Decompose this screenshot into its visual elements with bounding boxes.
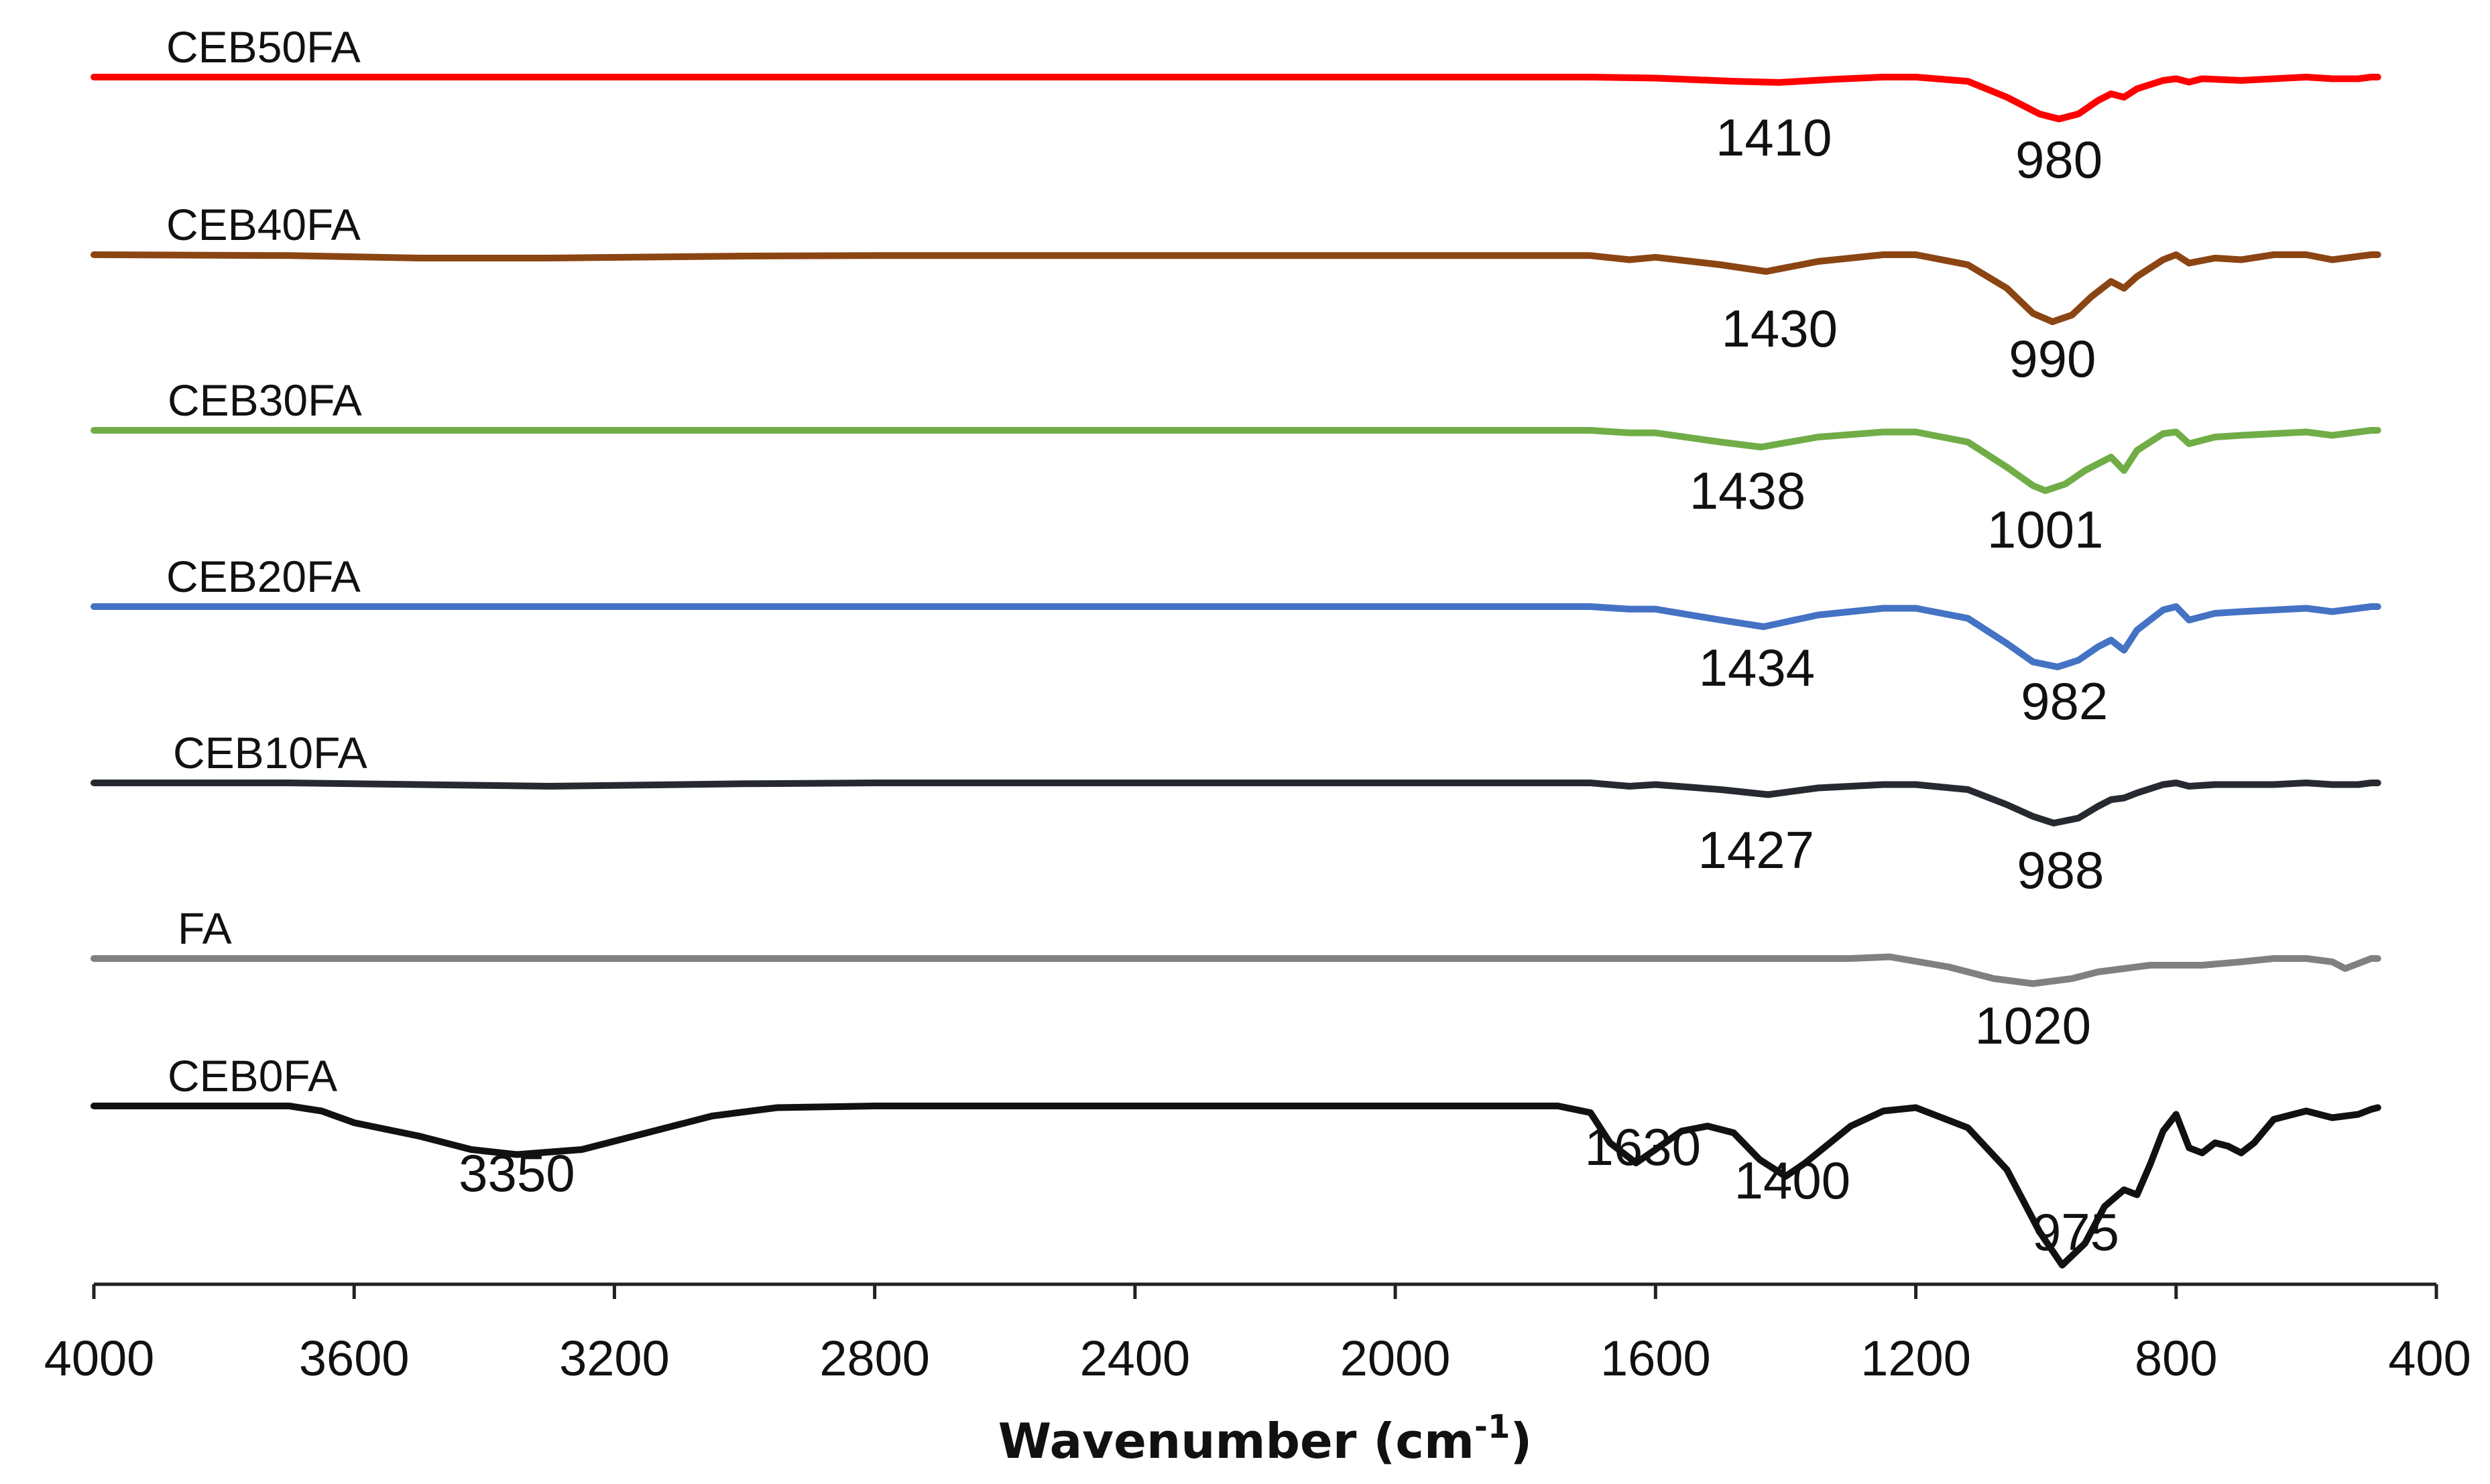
peak-label: 980: [2015, 130, 2102, 189]
peak-label: 988: [2017, 841, 2104, 900]
series-label-ceb50fa: CEB50FA: [166, 22, 361, 72]
series-traces: [91, 74, 2381, 1269]
series-label-ceb10fa: CEB10FA: [173, 728, 367, 778]
series-labels: CEB50FA CEB40FA CEB30FA CEB20FA CEB10FA FA CEB…: [166, 22, 367, 1101]
series-line-ceb20fa: [91, 603, 2381, 670]
series-label-ceb30fa: CEB30FA: [168, 375, 362, 425]
x-tick-label: 4000: [44, 1331, 155, 1386]
x-axis-ticks: 4000 3600 3200 2800 2400 2000 1600 1200 800 400: [44, 1284, 2471, 1386]
peak-label: 1020: [1974, 996, 2091, 1055]
peak-label: 1430: [1722, 299, 1838, 358]
series-label-fa: FA: [178, 904, 232, 953]
series-line-ceb50fa: [91, 74, 2381, 123]
peak-label: 3350: [459, 1143, 575, 1202]
peak-label: 1400: [1734, 1151, 1851, 1210]
peak-label: 1001: [1987, 500, 2104, 559]
series-label-ceb20fa: CEB20FA: [166, 552, 361, 601]
series-label-ceb40fa: CEB40FA: [166, 200, 361, 249]
x-axis-label-superscript: -1: [1474, 1408, 1510, 1446]
peak-label: 1427: [1698, 820, 1814, 879]
x-tick-label: 1200: [1860, 1331, 1971, 1386]
series-line-ceb10fa: [91, 780, 2381, 826]
x-tick-label: 1600: [1600, 1331, 1711, 1386]
peak-label: 975: [2032, 1202, 2119, 1261]
peak-label: 982: [2021, 672, 2108, 731]
peak-label: 1630: [1584, 1117, 1701, 1176]
peak-label: 1410: [1716, 108, 1832, 167]
peak-label: 1438: [1689, 461, 1806, 520]
series-line-ceb40fa: [91, 251, 2381, 325]
series-line-fa: [91, 953, 2381, 987]
x-tick-label: 800: [2135, 1331, 2217, 1386]
x-tick-label: 2000: [1340, 1331, 1451, 1386]
x-axis-label: Wavenumber (cm-1): [998, 1408, 1533, 1469]
x-tick-label: 2400: [1080, 1331, 1191, 1386]
x-tick-label: 3600: [299, 1331, 410, 1386]
series-line-ceb0fa: [91, 1103, 2381, 1269]
peak-label: 1434: [1699, 638, 1816, 697]
x-axis-label-close: ): [1510, 1413, 1532, 1469]
x-tick-label: 3200: [559, 1331, 670, 1386]
x-tick-label: 2800: [819, 1331, 930, 1386]
series-line-ceb30fa: [91, 427, 2381, 494]
series-label-ceb0fa: CEB0FA: [168, 1051, 337, 1101]
peak-labels: 1410 980 1430 990 1438 1001 1434 982 1427 988 1020…: [459, 108, 2119, 1261]
x-tick-label: 400: [2388, 1331, 2471, 1386]
peak-label: 990: [2009, 329, 2096, 388]
